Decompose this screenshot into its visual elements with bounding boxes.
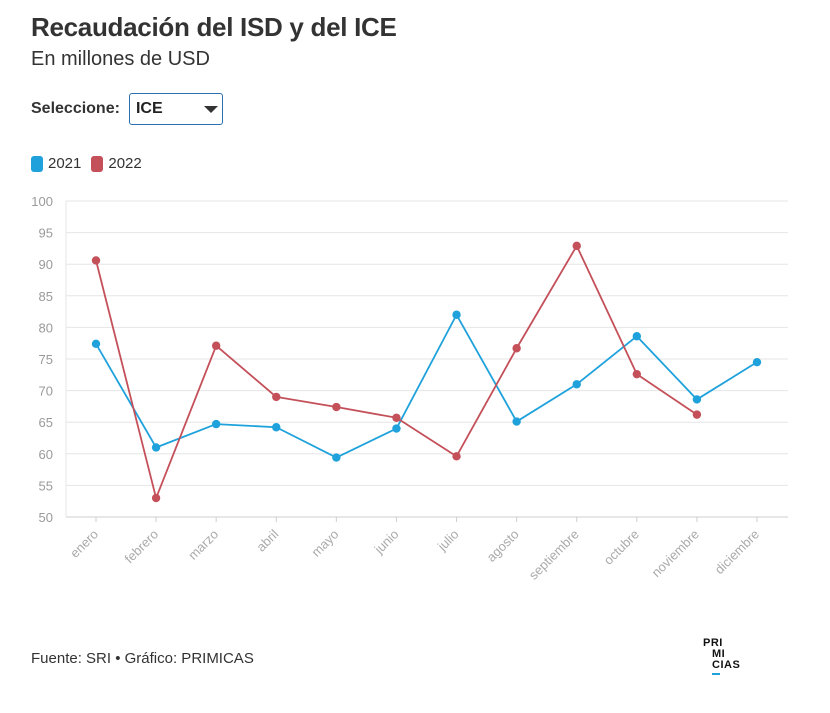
data-point-2021 bbox=[211, 419, 221, 429]
legend: 2021 2022 bbox=[31, 155, 152, 172]
y-tick-label: 100 bbox=[31, 194, 53, 209]
x-axis-ticks: enero febrero marzo abril mayo junio julio agos… bbox=[67, 517, 762, 583]
x-tick-label: septiembre bbox=[526, 527, 582, 583]
data-point-2021 bbox=[272, 423, 281, 432]
x-tick-label: marzo bbox=[185, 527, 221, 563]
data-point-2022 bbox=[392, 413, 401, 422]
series-line-2022 bbox=[95, 244, 698, 499]
data-point-2022 bbox=[332, 402, 341, 412]
data-point-2021 bbox=[692, 395, 702, 404]
data-point-2022 bbox=[632, 369, 642, 379]
legend-swatch-2022 bbox=[91, 155, 104, 172]
y-tick-label: 85 bbox=[39, 289, 53, 304]
y-axis-ticks: 50 55 60 65 70 75 80 85 90 95 100 bbox=[31, 194, 53, 525]
y-tick-label: 90 bbox=[39, 257, 53, 272]
logo-line-2: MI bbox=[712, 648, 726, 660]
series-line-2021 bbox=[95, 313, 758, 459]
dataset-dropdown[interactable]: ICE bbox=[128, 93, 223, 125]
x-tick-label: mayo bbox=[308, 527, 341, 560]
y-tick-label: 75 bbox=[39, 352, 53, 367]
dataset-selector: Seleccione: ICE bbox=[31, 92, 223, 126]
data-point-2021 bbox=[632, 332, 642, 341]
x-tick-label: febrero bbox=[121, 527, 161, 567]
data-point-2021 bbox=[572, 380, 581, 389]
series-lines bbox=[95, 244, 758, 499]
x-tick-label: octubre bbox=[601, 527, 642, 568]
line-chart: 50 55 60 65 70 75 80 85 90 95 100 enero febrero marz… bbox=[31, 194, 788, 583]
legend-item-2021[interactable]: 2021 bbox=[31, 155, 81, 172]
x-tick-label: noviembre bbox=[649, 527, 703, 581]
y-tick-label: 55 bbox=[39, 478, 53, 493]
data-point-2022 bbox=[91, 256, 101, 265]
selector-label: Seleccione: bbox=[31, 100, 120, 117]
data-point-2021 bbox=[91, 339, 101, 349]
data-point-2022 bbox=[272, 392, 281, 402]
source-note: Fuente: SRI • Gráfico: PRIMICAS bbox=[31, 650, 254, 667]
y-tick-label: 80 bbox=[39, 320, 53, 335]
data-point-2021 bbox=[151, 443, 161, 452]
series-points bbox=[91, 241, 762, 503]
y-tick-label: 95 bbox=[39, 226, 53, 241]
dropdown-value: ICE bbox=[135, 100, 163, 117]
x-tick-label: junio bbox=[371, 527, 402, 558]
legend-item-2022[interactable]: 2022 bbox=[91, 155, 142, 172]
data-point-2021 bbox=[392, 424, 401, 433]
logo-line-3: CIAS bbox=[712, 659, 741, 671]
y-tick-label: 70 bbox=[39, 384, 53, 399]
data-point-2021 bbox=[512, 417, 521, 426]
data-point-2021 bbox=[332, 453, 341, 462]
data-point-2022 bbox=[211, 341, 221, 350]
y-tick-label: 50 bbox=[39, 510, 53, 525]
data-point-2022 bbox=[572, 241, 581, 251]
y-tick-label: 65 bbox=[39, 415, 53, 430]
chevron-down-icon bbox=[203, 105, 218, 113]
legend-swatch-2021 bbox=[31, 155, 43, 172]
data-point-2021 bbox=[452, 310, 461, 319]
x-tick-label: agosto bbox=[484, 527, 522, 565]
x-tick-label: diciembre bbox=[712, 527, 762, 577]
data-point-2022 bbox=[151, 493, 161, 503]
chart-title: Recaudación del ISD y del ICE bbox=[31, 12, 397, 42]
x-tick-label: julio bbox=[434, 527, 462, 555]
legend-label-2021: 2021 bbox=[48, 155, 82, 172]
logo-line-1: PRI bbox=[703, 637, 723, 649]
data-point-2022 bbox=[512, 344, 521, 353]
legend-label-2022: 2022 bbox=[108, 155, 142, 172]
x-tick-label: abril bbox=[253, 526, 281, 554]
data-point-2022 bbox=[452, 452, 461, 461]
data-point-2021 bbox=[752, 357, 762, 367]
chart-subtitle: En millones de USD bbox=[31, 48, 210, 70]
x-tick-label: enero bbox=[67, 527, 101, 561]
grid-lines bbox=[65, 200, 788, 518]
primicas-logo: PRI MI CIAS bbox=[703, 637, 747, 677]
data-point-2022 bbox=[692, 410, 702, 419]
y-tick-label: 60 bbox=[39, 447, 53, 462]
logo-accent bbox=[712, 673, 720, 675]
